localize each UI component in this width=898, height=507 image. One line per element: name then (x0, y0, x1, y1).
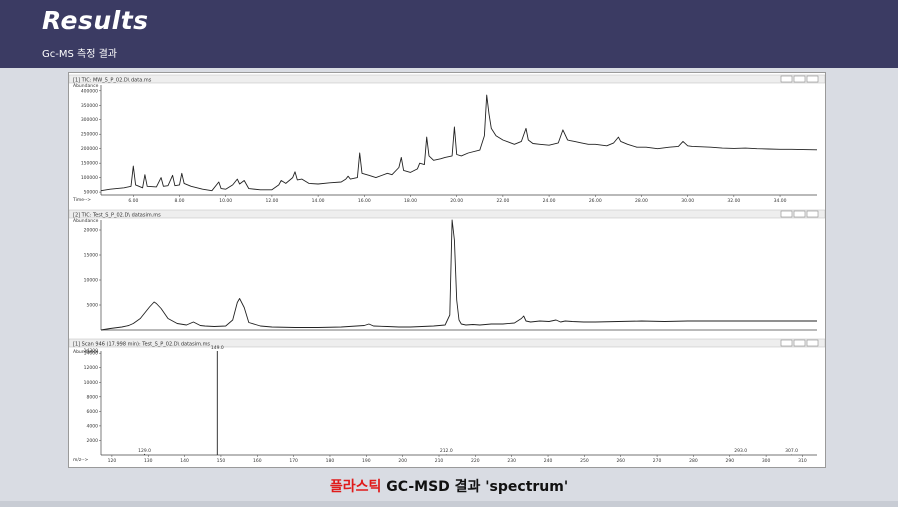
caption-highlight: 플라스틱 (329, 479, 382, 495)
y-tick-label: 6000 (87, 409, 99, 415)
x-tick-label: 10.00 (219, 198, 232, 204)
x-tick-label: 28.00 (635, 198, 648, 204)
gc-ms-charts: [1] TIC: MW_5_P_02.D\ data.msAbundanceTi… (68, 74, 826, 464)
x-tick-label: 150 (217, 458, 226, 464)
x-tick-label: 24.00 (543, 198, 556, 204)
peak-label: 293.0 (734, 448, 747, 454)
y-tick-label: 10000 (84, 380, 98, 386)
x-tick-label: 190 (362, 458, 371, 464)
window-button-icon (780, 339, 793, 347)
peak-label: 129.0 (138, 448, 151, 454)
x-axis-label: m/z--> (73, 457, 89, 463)
y-axis-label: Abundance (73, 218, 99, 224)
panel-title: [2] TIC: Test_S_P_02.D\ datasim.ms (73, 213, 161, 219)
peak-label: 149.0 (211, 345, 224, 351)
y-tick-label: 12000 (84, 365, 98, 371)
x-tick-label: 280 (689, 458, 698, 464)
window-button-icon (793, 75, 806, 83)
x-tick-label: 120 (108, 458, 117, 464)
y-tick-label: 150000 (81, 161, 98, 167)
y-tick-label: 8000 (87, 394, 99, 400)
x-tick-label: 34.00 (774, 198, 787, 204)
window-button-icon (780, 210, 793, 218)
y-axis-label: Abundance (73, 83, 99, 89)
x-tick-label: 230 (507, 458, 516, 464)
page-subtitle: Gc-MS 측정 결과 (42, 49, 117, 60)
x-tick-label: 220 (471, 458, 480, 464)
x-tick-label: 210 (435, 458, 444, 464)
y-tick-label: 200000 (81, 146, 98, 152)
x-tick-label: 30.00 (681, 198, 694, 204)
y-tick-label: 5000 (87, 303, 99, 309)
panel-title: [1] Scan 946 (17.998 min): Test_S_P_02.D… (73, 342, 210, 348)
x-tick-label: 250 (580, 458, 589, 464)
x-tick-label: 310 (798, 458, 807, 464)
x-tick-label: 180 (326, 458, 335, 464)
x-tick-label: 14.00 (312, 198, 325, 204)
y-tick-label: 14000 (84, 351, 98, 357)
y-tick-label: 20000 (84, 228, 98, 234)
bottom-strip (0, 501, 898, 507)
window-button-icon (793, 339, 806, 347)
y-tick-label: 14300 (84, 348, 98, 354)
figure-caption: 플라스틱 GC-MSD 결과 'spectrum' (0, 476, 898, 496)
x-tick-label: 8.00 (175, 198, 185, 204)
page-title: Results (42, 6, 149, 35)
y-axis-label: Abundance (73, 349, 99, 355)
window-button-icon (806, 210, 819, 218)
peak-label: 307.0 (785, 448, 798, 454)
x-tick-label: 260 (616, 458, 625, 464)
x-tick-label: 290 (725, 458, 734, 464)
x-tick-label: 18.00 (404, 198, 417, 204)
y-tick-label: 4000 (87, 423, 99, 429)
x-tick-label: 200 (398, 458, 407, 464)
y-tick-label: 300000 (81, 117, 98, 123)
y-tick-label: 100000 (81, 175, 98, 181)
x-tick-label: 240 (544, 458, 553, 464)
gc-ms-figure: [1] TIC: MW_5_P_02.D\ data.ms Abundance Ti… (68, 72, 826, 468)
y-tick-label: 2000 (87, 438, 99, 444)
y-tick-label: 350000 (81, 103, 98, 109)
x-tick-label: 16.00 (358, 198, 371, 204)
caption-text: GC-MSD 결과 'spectrum' (381, 479, 569, 495)
y-tick-label: 15000 (84, 253, 98, 259)
x-tick-label: 140 (180, 458, 189, 464)
window-button-icon (806, 75, 819, 83)
x-tick-label: 300 (762, 458, 771, 464)
x-tick-label: 20.00 (450, 198, 463, 204)
x-tick-label: 12.00 (265, 198, 278, 204)
x-tick-label: 160 (253, 458, 262, 464)
x-tick-label: 130 (144, 458, 153, 464)
panel-title-bar (68, 209, 826, 219)
window-button-icon (806, 339, 819, 347)
chromatogram-trace (100, 219, 817, 331)
x-tick-label: 32.00 (727, 198, 740, 204)
x-tick-label: 6.00 (128, 198, 138, 204)
y-tick-label: 50000 (84, 190, 98, 196)
x-tick-label: 170 (289, 458, 298, 464)
panel-title: [1] TIC: MW_5_P_02.D\ data.ms (73, 78, 152, 84)
window-button-icon (780, 75, 793, 83)
peak-label: 212.0 (440, 448, 453, 454)
x-tick-label: 270 (653, 458, 662, 464)
y-tick-label: 10000 (84, 278, 98, 284)
header-bar: Results Gc-MS 측정 결과 (0, 0, 898, 68)
window-button-icon (793, 210, 806, 218)
chromatogram-trace (100, 94, 818, 192)
y-tick-label: 400000 (81, 88, 98, 94)
x-tick-label: 22.00 (496, 198, 509, 204)
x-axis-label: Time--> (72, 197, 91, 203)
panel-title-bar (68, 74, 826, 84)
y-tick-label: 250000 (81, 132, 98, 138)
x-tick-label: 26.00 (589, 198, 602, 204)
